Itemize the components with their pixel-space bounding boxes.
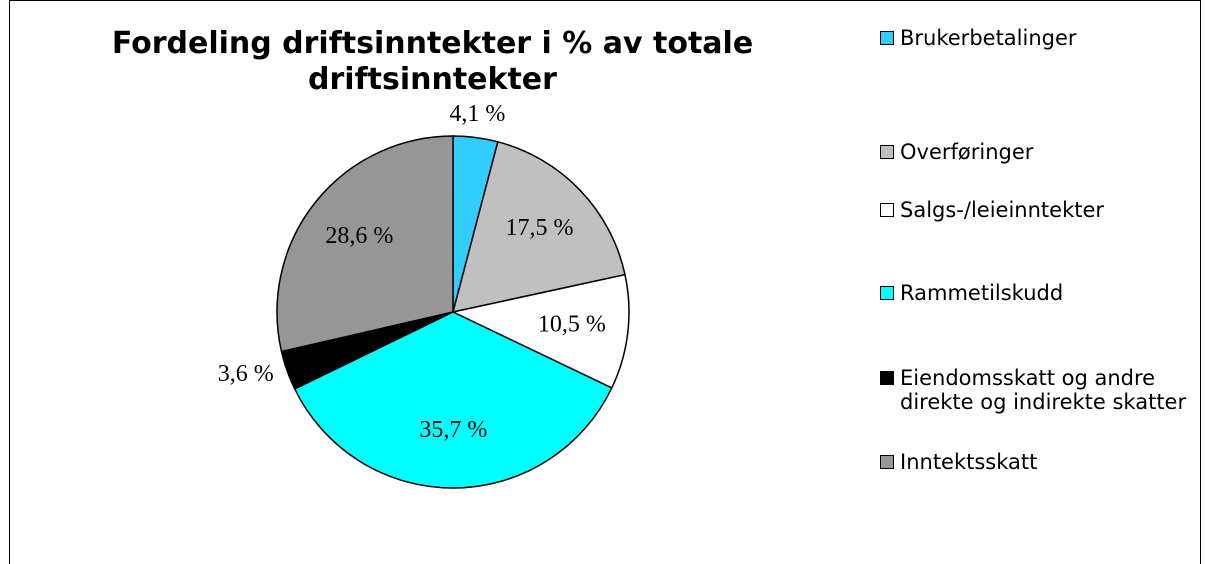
data-label: 4,1 % bbox=[449, 101, 505, 127]
data-label: 3,6 % bbox=[218, 361, 274, 387]
legend-label: Brukerbetalinger bbox=[900, 26, 1077, 50]
chart-frame bbox=[9, 0, 1201, 564]
legend-item: Salgs-/leieinntekter bbox=[880, 198, 1190, 222]
legend-swatch bbox=[880, 203, 894, 217]
legend-item: Eiendomsskatt og andre direkte og indire… bbox=[880, 366, 1190, 414]
data-label: 28,6 % bbox=[325, 223, 393, 249]
legend-label: Rammetilskudd bbox=[900, 281, 1064, 305]
legend-label: Inntektsskatt bbox=[900, 450, 1038, 474]
legend-item: Overføringer bbox=[880, 140, 1190, 164]
legend-item: Inntektsskatt bbox=[880, 450, 1190, 474]
legend-swatch bbox=[880, 145, 894, 159]
data-label: 35,7 % bbox=[419, 417, 487, 443]
pie-slice bbox=[293, 311, 613, 489]
pie-slice bbox=[276, 135, 454, 353]
legend-swatch bbox=[880, 31, 894, 45]
legend-label: Eiendomsskatt og andre direkte og indire… bbox=[900, 366, 1187, 414]
legend-label: Salgs-/leieinntekter bbox=[900, 198, 1105, 222]
pie-slice bbox=[450, 273, 630, 389]
legend-item: Brukerbetalinger bbox=[880, 26, 1190, 50]
legend-swatch bbox=[880, 371, 894, 385]
legend-swatch bbox=[880, 286, 894, 300]
data-label: 10,5 % bbox=[538, 311, 606, 337]
data-label: 17,5 % bbox=[505, 215, 573, 241]
legend-swatch bbox=[880, 455, 894, 469]
chart-title: Fordeling driftsinntekter i % av totale … bbox=[111, 26, 754, 97]
legend-item: Rammetilskudd bbox=[880, 281, 1190, 305]
pie-slice bbox=[451, 140, 626, 313]
legend-label: Overføringer bbox=[900, 140, 1034, 164]
